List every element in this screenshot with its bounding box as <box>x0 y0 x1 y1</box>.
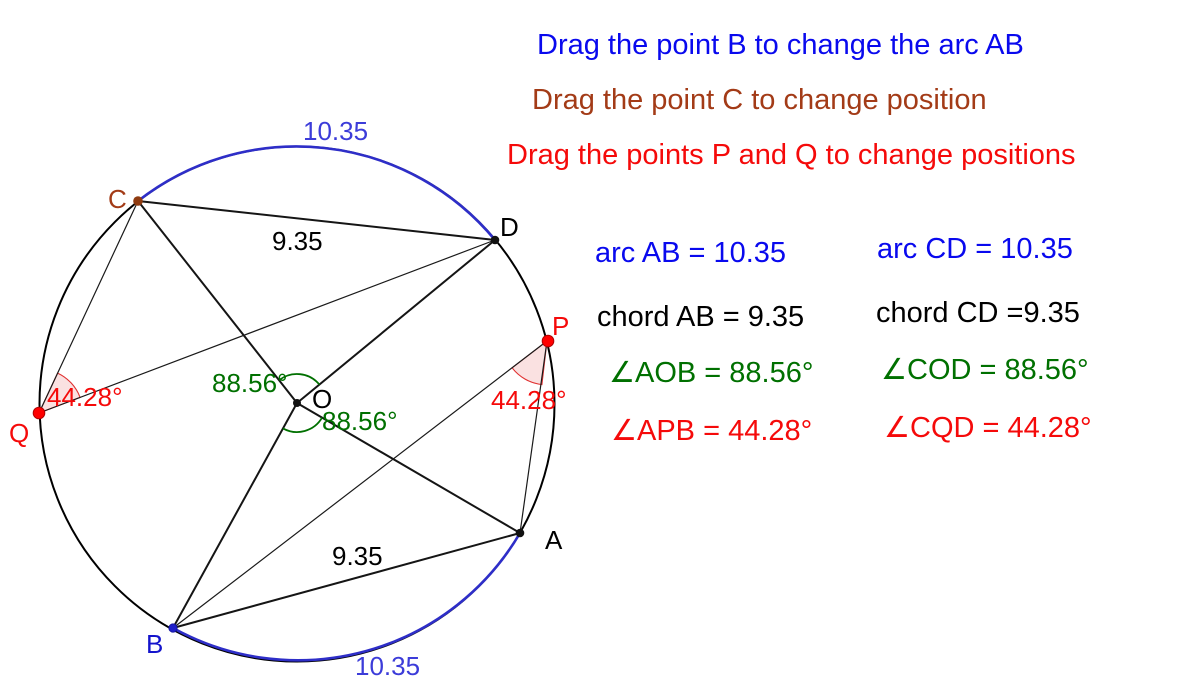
angle-aob-mark <box>282 417 323 433</box>
readout-angle-cod: ∠COD = 88.56° <box>881 354 1089 386</box>
point-q[interactable] <box>32 406 46 420</box>
chord-cd-value-label: 9.35 <box>272 226 323 256</box>
label-q: Q <box>9 418 29 448</box>
arc-cd-value-label: 10.35 <box>303 116 368 146</box>
point-o <box>293 399 301 407</box>
readout-angle-aob: ∠AOB = 88.56° <box>609 357 814 389</box>
segment-qd <box>38 239 496 414</box>
label-c: C <box>108 184 127 214</box>
central-angle-upper-label: 88.56° <box>212 368 287 398</box>
chord-ab-value-label: 9.35 <box>332 541 383 571</box>
chord-cd <box>137 200 496 241</box>
radius-od <box>296 239 496 404</box>
segment-pb <box>172 340 548 629</box>
arc-ab <box>171 531 522 662</box>
segment-qc <box>38 200 139 414</box>
point-b[interactable] <box>168 623 178 633</box>
readout-arc-cd: arc CD = 10.35 <box>877 233 1073 265</box>
point-a <box>515 528 525 538</box>
central-angle-lower-label: 88.56° <box>322 406 397 436</box>
angle-cod-mark <box>278 373 321 386</box>
readout-angle-apb: ∠APB = 44.28° <box>611 415 813 447</box>
point-d <box>490 235 500 245</box>
label-p: P <box>552 311 569 341</box>
inscribed-angle-q-label: 44.28° <box>47 382 122 412</box>
instruction-drag-pq: Drag the points P and Q to change positi… <box>507 139 1076 171</box>
point-p[interactable] <box>541 334 555 348</box>
arc-cd <box>136 145 497 242</box>
instruction-drag-c: Drag the point C to change position <box>532 84 987 116</box>
readout-chord-ab: chord AB = 9.35 <box>597 301 805 333</box>
label-o: O <box>312 384 332 414</box>
radius-ob <box>172 402 298 629</box>
label-d: D <box>500 212 519 242</box>
segment-pa <box>519 340 548 534</box>
label-b: B <box>146 629 163 659</box>
instruction-drag-b: Drag the point B to change the arc AB <box>537 29 1024 61</box>
radius-oa <box>296 402 521 534</box>
label-a: A <box>545 525 563 555</box>
radius-oc <box>137 200 298 404</box>
point-c[interactable] <box>133 196 143 206</box>
chord-ab <box>172 532 521 629</box>
inscribed-angle-p-label: 44.28° <box>491 385 566 415</box>
readout-arc-ab: arc AB = 10.35 <box>595 237 787 269</box>
arc-ab-value-label: 10.35 <box>355 651 420 681</box>
readout-angle-cqd: ∠CQD = 44.28° <box>884 412 1092 444</box>
readout-chord-cd: chord CD =9.35 <box>876 297 1080 329</box>
